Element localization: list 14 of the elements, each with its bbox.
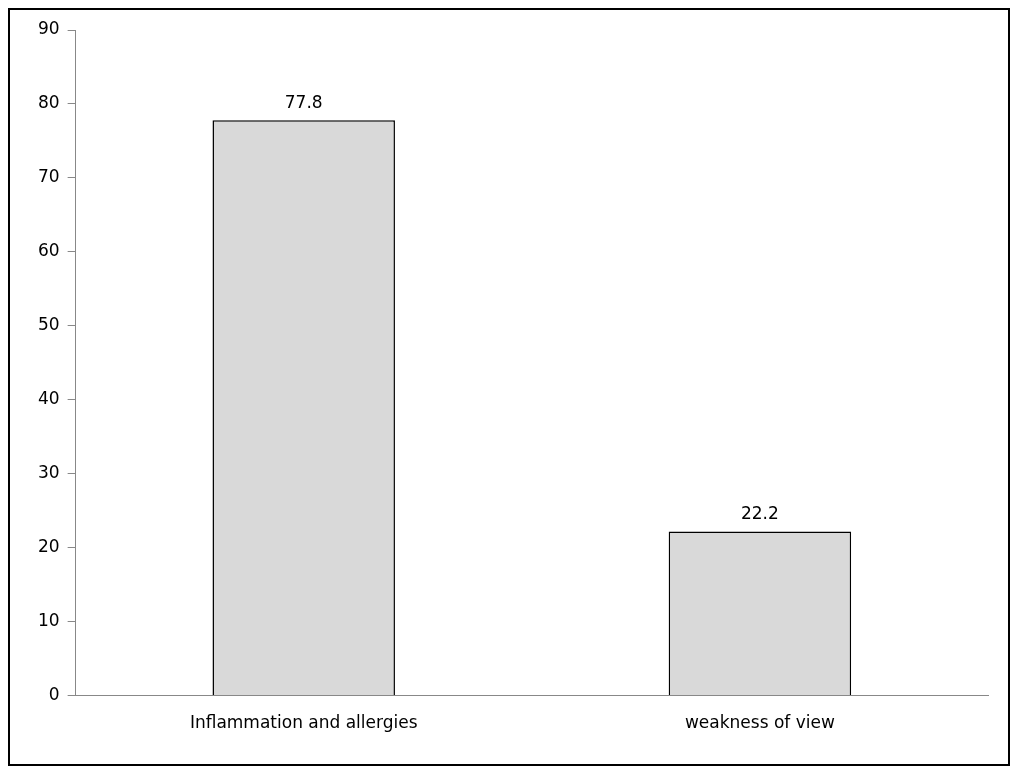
y-tick-label: 40 [37,388,60,409]
y-tick-label: 20 [37,536,60,557]
data-label: 22.2 [740,503,779,524]
data-label: 77.8 [284,92,323,113]
y-tick-label: 30 [37,462,60,483]
y-tick-label: 0 [48,684,60,705]
y-tick-label: 10 [37,610,60,631]
y-tick-label: 60 [37,240,60,261]
y-tick-label: 90 [37,18,60,39]
y-tick-label: 80 [37,92,60,113]
y-tick-label: 70 [37,166,60,187]
x-tick-label: Inflammation and allergies [189,712,418,733]
x-tick-label: weakness of view [684,712,835,733]
y-tick-label: 50 [37,314,60,335]
